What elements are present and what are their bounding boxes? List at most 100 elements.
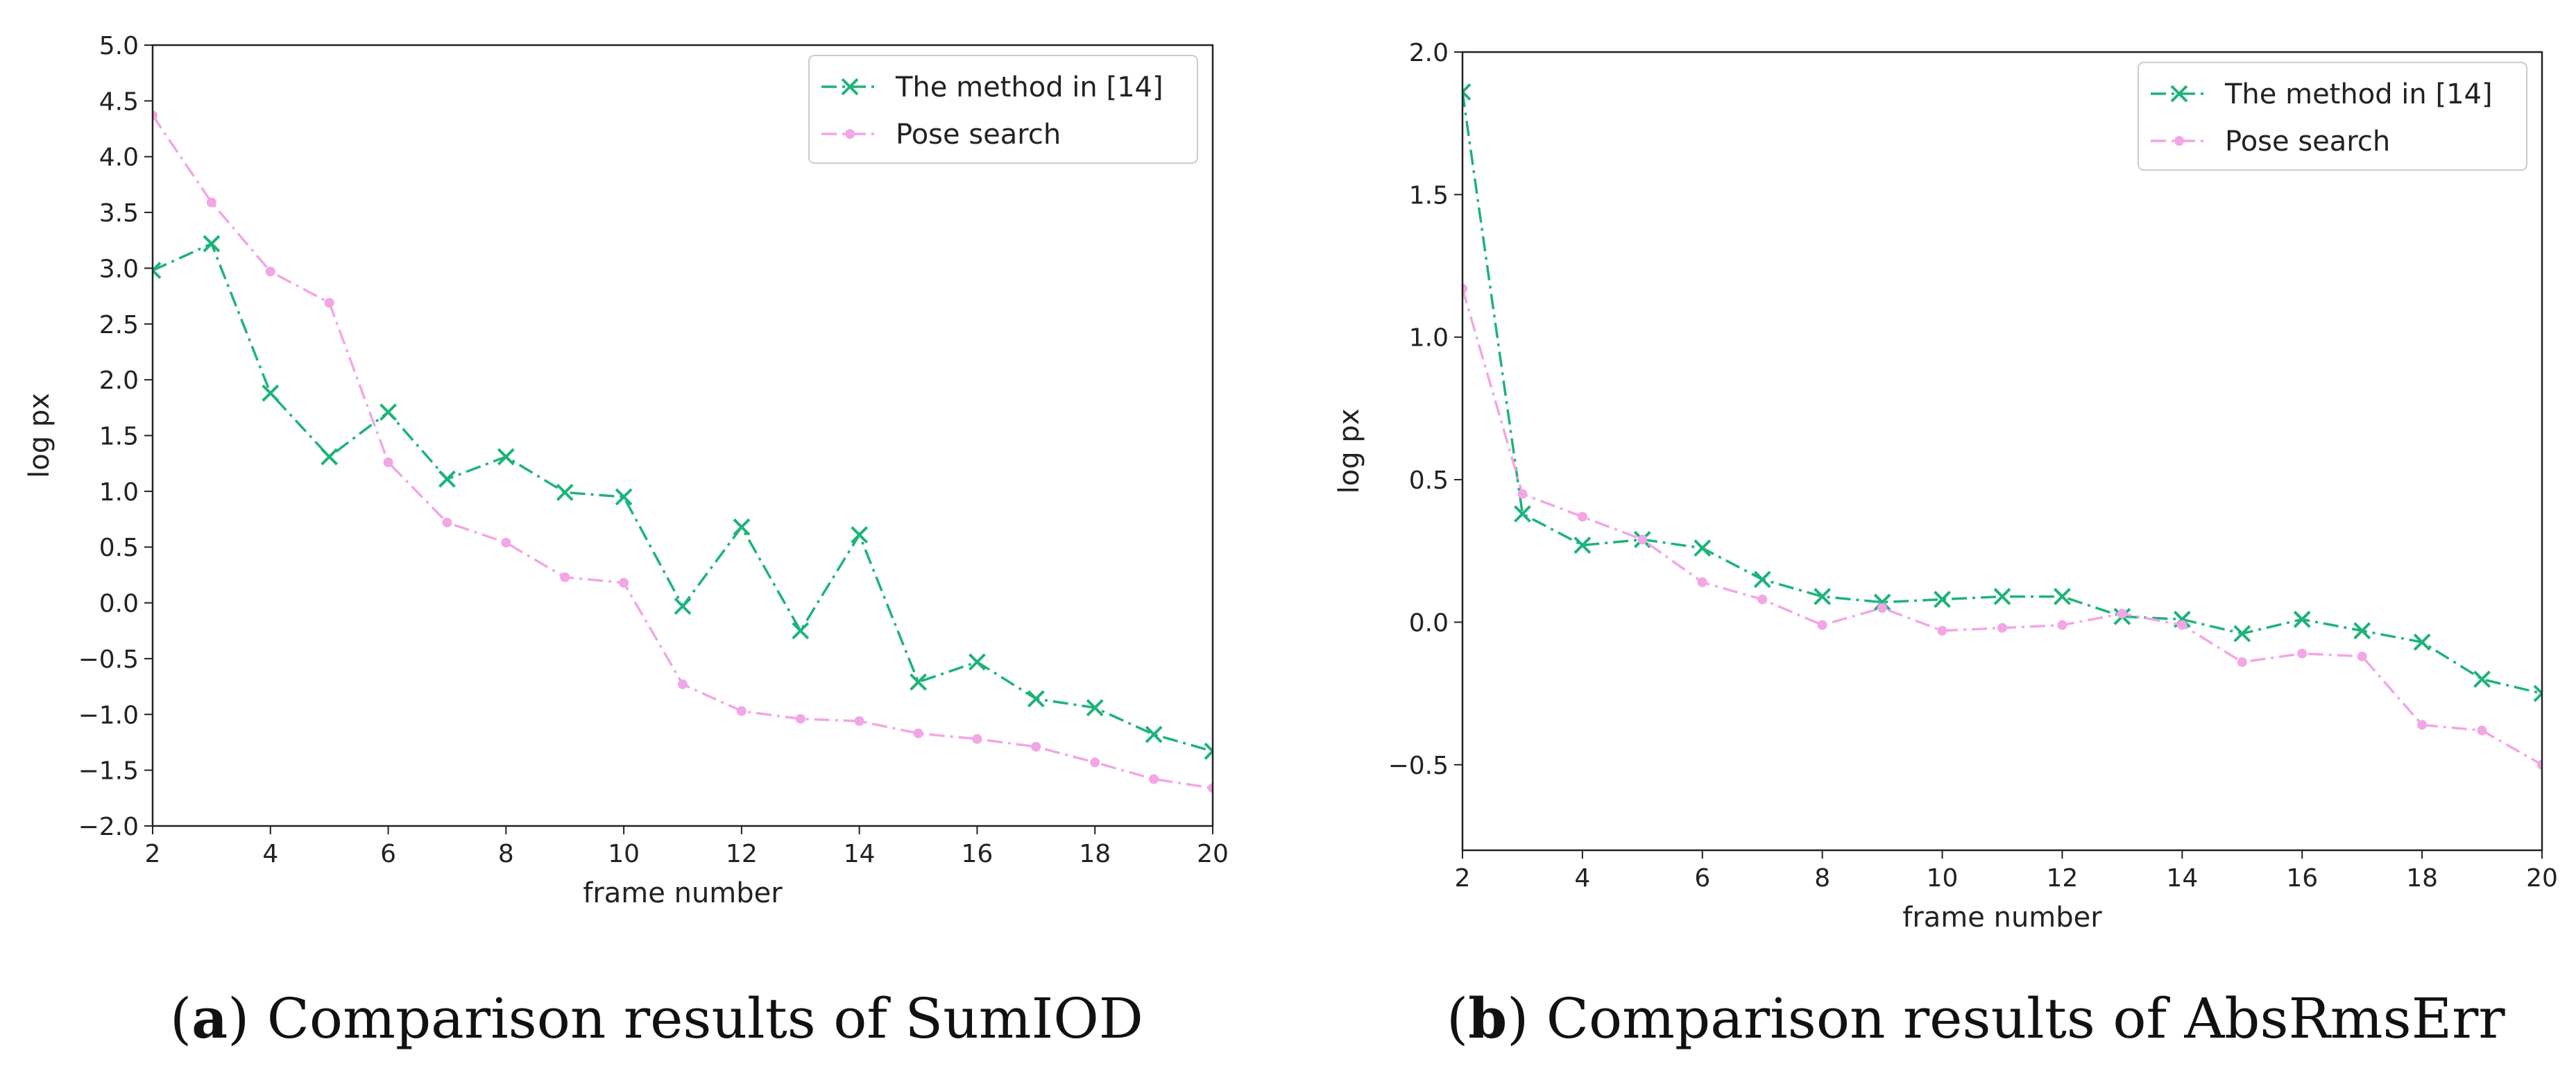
y-axis-label: log px — [1333, 409, 1365, 494]
data-point — [379, 403, 397, 421]
x-tick-label: 10 — [608, 840, 640, 868]
data-point — [383, 457, 393, 468]
data-point — [1937, 625, 1947, 636]
y-tick-label: 3.0 — [99, 255, 139, 283]
legend-box — [2138, 62, 2527, 171]
data-point — [2297, 648, 2308, 659]
data-point — [733, 518, 751, 536]
data-point — [2357, 651, 2367, 661]
x-axis-label: frame number — [1902, 902, 2102, 934]
data-point — [501, 537, 511, 548]
x-tick-label: 4 — [1574, 864, 1590, 893]
y-tick-label: 4.0 — [99, 144, 139, 172]
data-point — [153, 110, 157, 121]
data-point — [1027, 690, 1045, 708]
data-point — [1573, 537, 1592, 554]
data-point — [2057, 620, 2067, 630]
data-point — [206, 197, 216, 208]
data-point — [1993, 588, 2011, 605]
data-point — [795, 714, 805, 724]
y-tick-label: 2.0 — [99, 366, 139, 395]
data-point — [438, 470, 456, 488]
x-tick-label: 14 — [844, 840, 876, 868]
data-point — [265, 267, 275, 277]
y-tick-label: 0.0 — [99, 590, 139, 618]
plot-frame — [1461, 51, 2543, 852]
data-point — [1934, 591, 1951, 608]
y-tick-label: 0.0 — [1409, 609, 1449, 637]
data-point — [1031, 741, 1041, 752]
data-point — [736, 706, 747, 716]
data-point — [2293, 610, 2311, 628]
data-point — [2533, 684, 2542, 702]
series-pose-search — [1462, 283, 2542, 770]
data-point — [1814, 588, 1832, 605]
series-method-14 — [153, 235, 1213, 760]
series-line — [1462, 288, 2542, 766]
y-axis-label: log px — [24, 393, 56, 478]
legend: The method in [14] Pose search — [2138, 62, 2527, 171]
y-tick-label: 1.5 — [1409, 181, 1449, 210]
legend-item: Pose search — [821, 119, 1061, 151]
x-tick-label: 10 — [1927, 864, 1959, 893]
legend-label: Pose search — [2225, 126, 2390, 158]
data-point — [556, 484, 574, 501]
x-tick-label: 18 — [1079, 840, 1111, 868]
data-point — [615, 488, 633, 506]
x-tick-label: 2 — [145, 840, 161, 868]
data-point — [1514, 505, 1531, 523]
y-tick-label: −2.0 — [78, 813, 139, 841]
legend-item: The method in [14] — [2151, 78, 2493, 110]
data-point — [1697, 577, 1707, 587]
x-tick-label: 8 — [1814, 864, 1830, 893]
data-point — [262, 385, 280, 402]
data-point — [2537, 759, 2542, 770]
series-line — [1462, 92, 2542, 695]
data-point — [913, 728, 923, 739]
data-point — [1462, 83, 1472, 101]
data-point — [851, 526, 869, 543]
data-point — [1873, 593, 1891, 611]
legend-label: The method in [14] — [895, 71, 1163, 103]
data-point — [442, 517, 452, 528]
data-point — [2417, 720, 2428, 730]
y-tick-label: −1.5 — [78, 757, 139, 786]
data-point — [153, 262, 162, 280]
legend-label: The method in [14] — [2224, 78, 2493, 110]
y-tick-label: 0.5 — [99, 534, 139, 562]
y-tick-label: −0.5 — [1388, 752, 1449, 780]
caption: (a) Comparison results of SumIOD — [170, 986, 1143, 1051]
data-point — [2233, 625, 2251, 643]
chart-b: −0.5 0.0 0.5 1.0 1.5 2.0 2 4 6 8 10 12 14 16 18 20 frame… — [1333, 39, 2558, 1051]
y-tick-label: 1.0 — [1409, 324, 1449, 353]
series-method-14 — [1462, 83, 2542, 702]
data-point — [619, 577, 629, 588]
legend-item: The method in [14] — [821, 71, 1163, 103]
x-axis-label: frame number — [583, 877, 783, 909]
data-point — [1577, 512, 1587, 522]
data-point — [1817, 620, 1827, 630]
data-point — [2413, 633, 2431, 651]
data-point — [1090, 757, 1100, 768]
data-point — [2473, 670, 2491, 688]
x-tick-label: 8 — [498, 840, 514, 868]
data-point — [2054, 588, 2071, 605]
x-tick-label: 20 — [1197, 840, 1229, 868]
x-tick-label: 6 — [1694, 864, 1710, 893]
y-tick-label: −0.5 — [78, 646, 139, 674]
data-point — [324, 298, 334, 308]
data-point — [2353, 622, 2371, 640]
y-tick-label: 1.5 — [99, 423, 139, 451]
data-point — [1637, 534, 1648, 545]
data-point — [1877, 602, 1888, 613]
data-point — [854, 716, 864, 726]
data-point — [678, 679, 688, 689]
y-tick-label: 3.5 — [99, 199, 139, 228]
x-tick-label: 2 — [1455, 864, 1471, 893]
data-point — [2117, 609, 2127, 619]
data-point — [497, 448, 515, 466]
data-point — [2177, 620, 2187, 630]
legend-item: Pose search — [2151, 126, 2390, 158]
data-point — [674, 597, 692, 615]
